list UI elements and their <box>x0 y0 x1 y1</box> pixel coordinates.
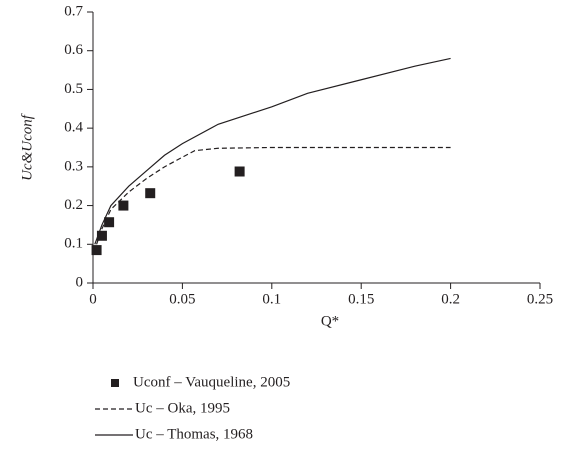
y-tick-label: 0.7 <box>64 3 83 19</box>
line <box>96 146 451 245</box>
line <box>94 57 451 245</box>
point <box>145 188 156 199</box>
point <box>118 200 129 211</box>
legend-label: Uc – Oka, 1995 <box>135 400 230 416</box>
point <box>91 245 102 256</box>
legend-label: Uc – Thomas, 1968 <box>135 426 253 442</box>
y-tick-label: 0 <box>76 274 84 290</box>
point <box>96 230 107 241</box>
y-tick-label: 0.1 <box>64 236 83 252</box>
x-tick-label: 0.25 <box>527 291 553 307</box>
legend-symbol <box>111 379 119 387</box>
point <box>234 166 245 177</box>
y-axis-label: Uc&Uconf <box>19 113 35 181</box>
y-tick-label: 0.6 <box>64 42 83 58</box>
x-tick-label: 0 <box>89 291 97 307</box>
x-tick-label: 0.15 <box>348 291 374 307</box>
point <box>104 217 115 228</box>
x-tick-label: 0.1 <box>262 291 281 307</box>
x-tick-label: 0.05 <box>169 291 195 307</box>
y-tick-label: 0.5 <box>64 81 83 97</box>
x-axis-label: Q* <box>321 313 339 329</box>
x-tick-label: 0.2 <box>441 291 460 307</box>
y-tick-label: 0.4 <box>64 120 83 136</box>
y-tick-label: 0.3 <box>64 158 83 174</box>
y-tick-label: 0.2 <box>64 197 83 213</box>
legend-label: Uconf – Vauqueline, 2005 <box>133 374 290 390</box>
